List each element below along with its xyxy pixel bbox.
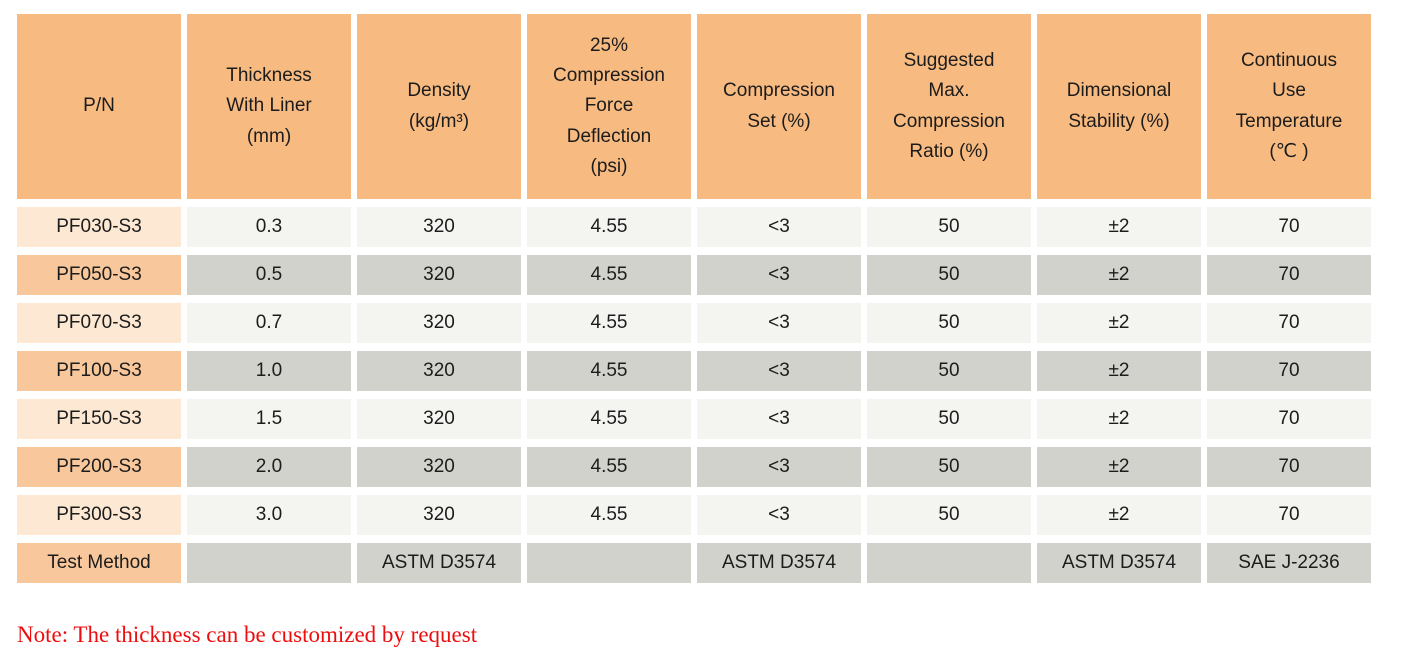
cell: 320	[357, 351, 521, 391]
table-row-pf150: PF150-S3 1.5 320 4.55 <3 50 ±2 70	[17, 399, 1371, 439]
cell: 70	[1207, 447, 1371, 487]
cell-part-number: PF150-S3	[17, 399, 181, 439]
cell: ASTM D3574	[357, 543, 521, 583]
cell: <3	[697, 351, 861, 391]
cell: 4.55	[527, 495, 691, 535]
cell: 4.55	[527, 207, 691, 247]
table-row-pf050: PF050-S3 0.5 320 4.55 <3 50 ±2 70	[17, 255, 1371, 295]
header-cell-continuous-use-temperature: Continuous Use Temperature (℃ )	[1207, 14, 1371, 199]
spec-table-header: P/N Thickness With Liner (mm) Density (k…	[17, 14, 1371, 199]
cell-part-number: PF070-S3	[17, 303, 181, 343]
table-row-pf200: PF200-S3 2.0 320 4.55 <3 50 ±2 70	[17, 447, 1371, 487]
cell: ±2	[1037, 255, 1201, 295]
spec-sheet-page: P/N Thickness With Liner (mm) Density (k…	[0, 6, 1405, 665]
cell: 4.55	[527, 447, 691, 487]
table-row-pf030: PF030-S3 0.3 320 4.55 <3 50 ±2 70	[17, 207, 1371, 247]
table-row-pf100: PF100-S3 1.0 320 4.55 <3 50 ±2 70	[17, 351, 1371, 391]
cell: <3	[697, 495, 861, 535]
cell: ±2	[1037, 207, 1201, 247]
cell: 70	[1207, 351, 1371, 391]
cell: ±2	[1037, 495, 1201, 535]
cell: 0.3	[187, 207, 351, 247]
cell: 4.55	[527, 255, 691, 295]
cell: 50	[867, 303, 1031, 343]
cell	[187, 543, 351, 583]
cell: 320	[357, 255, 521, 295]
cell: 3.0	[187, 495, 351, 535]
cell: <3	[697, 399, 861, 439]
cell: 1.5	[187, 399, 351, 439]
cell-test-method-label: Test Method	[17, 543, 181, 583]
cell: 320	[357, 447, 521, 487]
cell: 50	[867, 255, 1031, 295]
table-row-pf300: PF300-S3 3.0 320 4.55 <3 50 ±2 70	[17, 495, 1371, 535]
cell	[867, 543, 1031, 583]
cell: 50	[867, 447, 1031, 487]
cell: 50	[867, 399, 1031, 439]
cell: 4.55	[527, 399, 691, 439]
spec-table-body: PF030-S3 0.3 320 4.55 <3 50 ±2 70 PF050-…	[17, 207, 1371, 583]
cell-part-number: PF030-S3	[17, 207, 181, 247]
cell: 70	[1207, 207, 1371, 247]
cell: 1.0	[187, 351, 351, 391]
header-cell-compression-force-deflection: 25% Compression Force Deflection (psi)	[527, 14, 691, 199]
cell: <3	[697, 255, 861, 295]
cell: 50	[867, 351, 1031, 391]
cell: ±2	[1037, 303, 1201, 343]
cell: SAE J-2236	[1207, 543, 1371, 583]
spec-table: P/N Thickness With Liner (mm) Density (k…	[11, 6, 1377, 591]
cell: 50	[867, 495, 1031, 535]
cell: 320	[357, 303, 521, 343]
cell: ±2	[1037, 447, 1201, 487]
cell: 70	[1207, 255, 1371, 295]
header-row: P/N Thickness With Liner (mm) Density (k…	[17, 14, 1371, 199]
cell: ASTM D3574	[1037, 543, 1201, 583]
cell: 320	[357, 399, 521, 439]
header-cell-density: Density (kg/m³)	[357, 14, 521, 199]
header-cell-thickness-with-liner: Thickness With Liner (mm)	[187, 14, 351, 199]
header-cell-pn: P/N	[17, 14, 181, 199]
cell: ±2	[1037, 399, 1201, 439]
thickness-customization-note: Note: The thickness can be customized by…	[17, 622, 478, 647]
cell: ±2	[1037, 351, 1201, 391]
cell: 0.7	[187, 303, 351, 343]
cell: ASTM D3574	[697, 543, 861, 583]
cell	[527, 543, 691, 583]
cell-part-number: PF200-S3	[17, 447, 181, 487]
cell: 4.55	[527, 351, 691, 391]
cell: 70	[1207, 399, 1371, 439]
cell: 70	[1207, 495, 1371, 535]
cell: 320	[357, 207, 521, 247]
cell: 0.5	[187, 255, 351, 295]
cell-part-number: PF050-S3	[17, 255, 181, 295]
cell: 2.0	[187, 447, 351, 487]
cell-part-number: PF100-S3	[17, 351, 181, 391]
table-row-test-method: Test Method ASTM D3574 ASTM D3574 ASTM D…	[17, 543, 1371, 583]
table-row-pf070: PF070-S3 0.7 320 4.55 <3 50 ±2 70	[17, 303, 1371, 343]
cell: 50	[867, 207, 1031, 247]
cell: 320	[357, 495, 521, 535]
cell-part-number: PF300-S3	[17, 495, 181, 535]
header-cell-compression-set: Compression Set (%)	[697, 14, 861, 199]
cell: 70	[1207, 303, 1371, 343]
cell: 4.55	[527, 303, 691, 343]
cell: <3	[697, 447, 861, 487]
header-cell-dimensional-stability: Dimensional Stability (%)	[1037, 14, 1201, 199]
cell: <3	[697, 303, 861, 343]
header-cell-suggested-max-compression-ratio: Suggested Max. Compression Ratio (%)	[867, 14, 1031, 199]
cell: <3	[697, 207, 861, 247]
